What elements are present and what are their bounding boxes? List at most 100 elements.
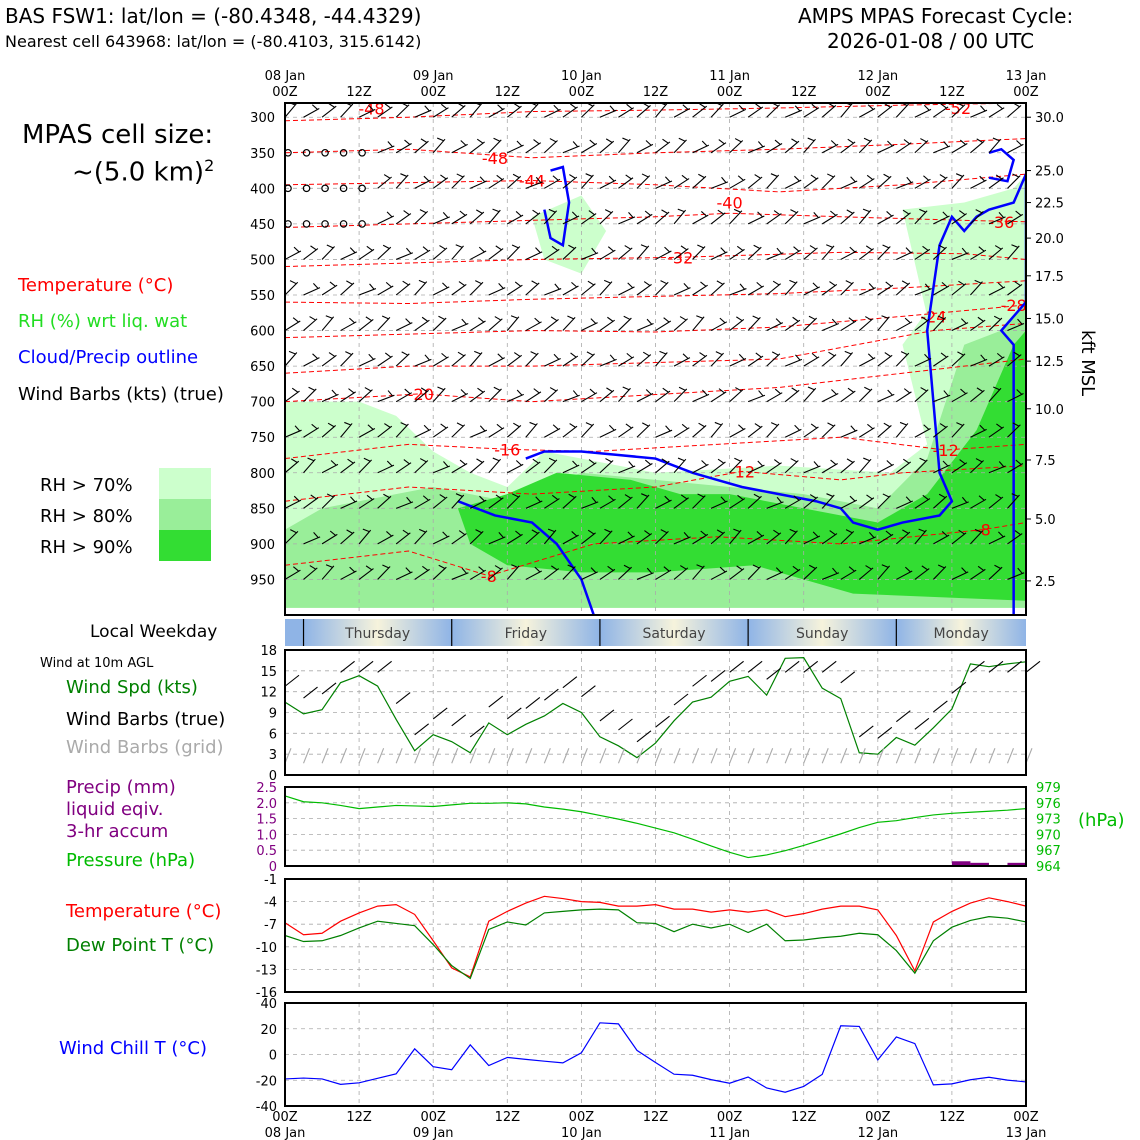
wind-barb xyxy=(988,286,1006,296)
wind-barb-flag xyxy=(515,211,522,217)
wind-barb xyxy=(858,178,875,189)
wind-barb-flag xyxy=(547,528,555,533)
wind-barb xyxy=(1007,393,1024,403)
wind-barb xyxy=(488,357,505,367)
wind-barb xyxy=(655,211,670,225)
wind-barb xyxy=(507,533,523,545)
wind-barb-flag xyxy=(607,246,614,252)
grid-wind-barb xyxy=(821,748,829,764)
wind-barb xyxy=(932,246,947,260)
bottom-date-label: 11 Jan xyxy=(709,1126,750,1140)
surface-wind-barb xyxy=(1025,660,1041,673)
wind-barb xyxy=(914,389,929,403)
wind-barb xyxy=(525,251,543,260)
wind-barb-flag xyxy=(292,317,299,323)
surface-wind-barb xyxy=(414,723,430,736)
wind-barb xyxy=(358,498,375,509)
wind-barb-flag xyxy=(734,138,742,143)
grid-wind-barb xyxy=(506,748,514,764)
surface-wind-barb xyxy=(1007,660,1022,673)
wind-barb xyxy=(321,393,339,403)
grid-wind-barb xyxy=(988,748,996,764)
wind-barb-flag xyxy=(403,459,410,465)
wind-barb-flag xyxy=(458,530,466,536)
wind-barb xyxy=(599,109,617,118)
wind-barb-flag xyxy=(813,461,819,468)
grid-wind-barb xyxy=(784,748,792,764)
wind-barb-flag xyxy=(591,496,597,503)
wind-barb xyxy=(562,425,578,438)
top-time-label: 12Z xyxy=(791,85,817,100)
wind-barb xyxy=(655,460,670,474)
wind-barb-flag xyxy=(457,351,465,357)
wind-barb xyxy=(525,570,542,580)
wind-barb xyxy=(692,105,708,118)
surface-wind-barb xyxy=(451,714,467,727)
wind-barb xyxy=(506,495,521,509)
wind-barb-flag xyxy=(720,247,726,254)
wind-barb-flag xyxy=(921,565,928,571)
wind-barb xyxy=(970,389,985,403)
wind-barb xyxy=(1025,507,1026,509)
wind-barb xyxy=(488,139,502,154)
wind-barb-flag xyxy=(790,458,798,463)
wind-barb-flag xyxy=(437,386,445,391)
wind-barb xyxy=(432,317,447,331)
wind-barb xyxy=(877,424,892,438)
grid-wind-barb xyxy=(766,748,774,764)
wind-barb-flag xyxy=(368,104,374,111)
bottom-time-label: 12Z xyxy=(643,1110,669,1125)
wind-barb xyxy=(543,140,558,154)
wind-barb xyxy=(877,354,893,367)
wind-barb xyxy=(340,531,355,545)
wind-barb-flag xyxy=(809,245,817,250)
wind-barb-flag xyxy=(975,458,983,463)
wind-barb xyxy=(821,393,839,403)
surface-wind-barb xyxy=(784,660,800,673)
wind-barb xyxy=(951,353,966,367)
wind-barb-flag xyxy=(1036,426,1041,431)
precip-panel-tick-label: 0.5 xyxy=(256,844,277,859)
wind-barb xyxy=(432,426,449,438)
wind-barb-flag xyxy=(866,494,873,500)
wind-barb-flag xyxy=(348,388,355,394)
wind-barb-flag xyxy=(739,283,745,290)
wind-barb xyxy=(766,353,781,367)
wind-barb xyxy=(951,392,968,403)
wind-barb-flag xyxy=(382,564,389,569)
wind-barb-flag xyxy=(548,457,556,462)
temp-panel-tick-label: -4 xyxy=(264,896,277,911)
wind-barb xyxy=(729,319,745,331)
wind-barb-flag xyxy=(529,421,537,426)
wind-barb xyxy=(932,317,947,331)
wind-barb xyxy=(469,250,487,260)
wind-barb-flag xyxy=(624,494,632,499)
wind-barb-flag xyxy=(698,173,705,179)
wind-barb xyxy=(747,425,763,438)
wind-barb xyxy=(599,319,615,332)
wind-barb-flag xyxy=(349,247,356,254)
surface-wind-barb xyxy=(766,667,781,680)
wind-barb-flag xyxy=(789,528,797,533)
wind-barb-flag xyxy=(939,174,947,179)
wind-barb xyxy=(414,498,431,509)
precip-bar xyxy=(1007,862,1026,866)
wind-barb xyxy=(469,460,485,474)
temperature-contour-9 xyxy=(285,436,1026,460)
wind-barb xyxy=(525,391,542,403)
wind-barb-flag xyxy=(719,566,726,573)
wind-barb xyxy=(1025,258,1026,260)
wind-barb xyxy=(506,175,522,189)
wind-barb xyxy=(395,532,411,545)
wind-barb-flag xyxy=(442,282,448,289)
wind-barb-flag xyxy=(773,210,781,216)
wind-barb-flag xyxy=(903,458,910,464)
wind-barb xyxy=(784,568,801,580)
wind-barb-flag xyxy=(697,244,704,249)
wind-barb-flag xyxy=(791,138,798,143)
wind-barb xyxy=(414,281,428,296)
wind-barb-flag xyxy=(424,105,430,112)
wind-barb xyxy=(896,181,914,189)
wind-barb xyxy=(525,321,542,332)
surface-wind-barb xyxy=(544,688,559,701)
